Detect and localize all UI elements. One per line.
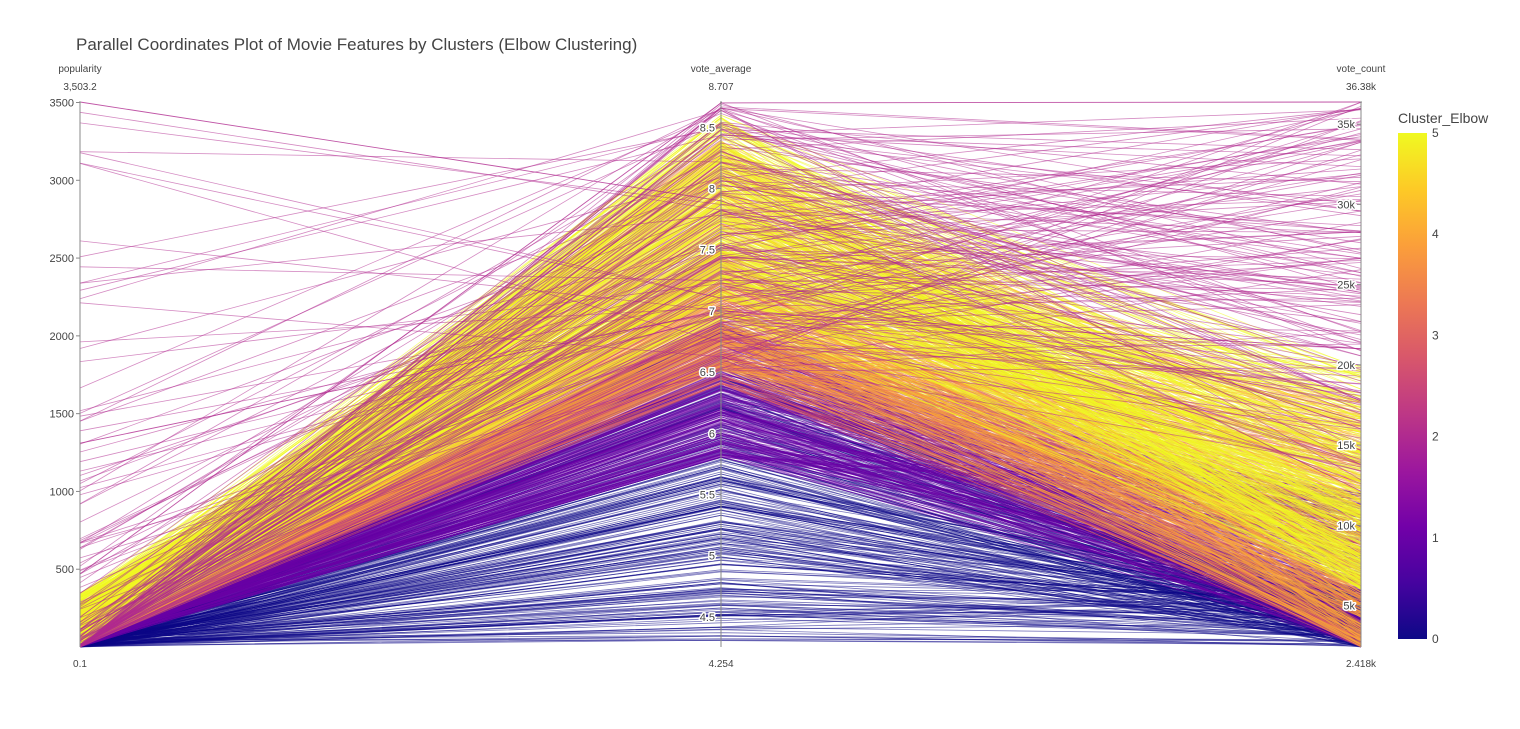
- tick-label: 5k: [1343, 601, 1355, 613]
- axis-tick: 2500: [48, 252, 80, 267]
- tick-label: 20k: [1337, 360, 1355, 372]
- tick-label: 7: [709, 306, 715, 318]
- axis-tick: 7.5: [698, 243, 721, 258]
- colorbar-title: Cluster_Elbow: [1398, 110, 1489, 126]
- axis-tick: 6: [707, 427, 721, 442]
- tick-label: 3000: [50, 175, 74, 187]
- axis-tick: 30k: [1336, 198, 1361, 213]
- tick-label: 6: [709, 428, 715, 440]
- tick-label: 15k: [1337, 440, 1355, 452]
- axis-tick: 5: [707, 549, 721, 564]
- axis-tick: 5.5: [698, 488, 721, 503]
- tick-label: 7.5: [700, 245, 715, 257]
- axis-tick: 35k: [1336, 118, 1361, 133]
- axis-tick: 8: [707, 182, 721, 197]
- colorbar-tick-label: 3: [1432, 328, 1439, 342]
- tick-label: 2000: [50, 331, 74, 343]
- axis-tick: 6.5: [698, 366, 721, 381]
- axis-tick: 25k: [1336, 278, 1361, 293]
- axis-tick: 3500: [48, 96, 80, 111]
- tick-label: 3500: [50, 97, 74, 109]
- tick-label: 8: [709, 184, 715, 196]
- colorbar-gradient: [1398, 133, 1427, 639]
- axis-tick: 3000: [48, 174, 80, 189]
- axis-tick: 8.5: [698, 121, 721, 136]
- tick-label: 10k: [1337, 520, 1355, 532]
- colorbar-tick-label: 5: [1432, 126, 1439, 140]
- chart-title: Parallel Coordinates Plot of Movie Featu…: [76, 35, 637, 54]
- axis-tick: 10k: [1336, 519, 1361, 534]
- tick-label: 8.5: [700, 122, 715, 134]
- tick-label: 30k: [1337, 199, 1355, 211]
- colorbar-tick-label: 1: [1432, 531, 1439, 545]
- axis-tick: 20k: [1336, 358, 1361, 373]
- colorbar: Cluster_Elbow 0 1 2 3 4 5: [1398, 110, 1489, 646]
- tick-label: 25k: [1337, 280, 1355, 292]
- axis-title-vote_count: vote_count: [1337, 64, 1386, 75]
- axis-popularity: popularity 3,503.2 0.1 500 1000 1500 2000 2500 3…: [48, 64, 102, 670]
- tick-label: 2500: [50, 253, 74, 265]
- tick-label: 500: [56, 564, 74, 576]
- axis-vote_average: vote_average 8.707 4.254 4.5 5 5.5 6 6.5 7 7.5 8 8.…: [691, 64, 752, 670]
- axis-tick: 2000: [48, 329, 80, 344]
- tick-label: 1000: [50, 486, 74, 498]
- axis-max-label: 36.38k: [1346, 82, 1377, 93]
- colorbar-tick-label: 2: [1432, 430, 1439, 444]
- tick-label: 5.5: [700, 490, 715, 502]
- tick-label: 35k: [1337, 119, 1355, 131]
- axis-title-popularity: popularity: [58, 64, 101, 75]
- tick-label: 4.5: [700, 612, 715, 624]
- axis-min-label: 2.418k: [1346, 659, 1377, 670]
- axis-tick: 4.5: [698, 610, 721, 625]
- axis-tick: 5k: [1342, 599, 1361, 614]
- axis-title-vote_average: vote_average: [691, 64, 752, 75]
- tick-label: 1500: [50, 409, 74, 421]
- axis-max-label: 8.707: [708, 82, 733, 93]
- colorbar-tick-label: 0: [1432, 632, 1439, 646]
- tick-label: 5: [709, 551, 715, 563]
- axis-min-label: 4.254: [708, 659, 733, 670]
- axis-max-label: 3,503.2: [63, 82, 97, 93]
- axis-tick: 1000: [48, 485, 80, 500]
- axes: popularity 3,503.2 0.1 500 1000 1500 2000 2500 3…: [48, 64, 1386, 670]
- axis-tick: 500: [54, 563, 80, 578]
- axis-min-label: 0.1: [73, 659, 87, 670]
- colorbar-tick-label: 4: [1432, 227, 1439, 241]
- axis-tick: 15k: [1336, 439, 1361, 454]
- axis-tick: 1500: [48, 407, 80, 422]
- axis-vote_count: vote_count 36.38k 2.418k 5k 10k 15k 20k 25k 30k 3…: [1336, 64, 1386, 670]
- axis-tick: 7: [707, 304, 721, 319]
- tick-label: 6.5: [700, 367, 715, 379]
